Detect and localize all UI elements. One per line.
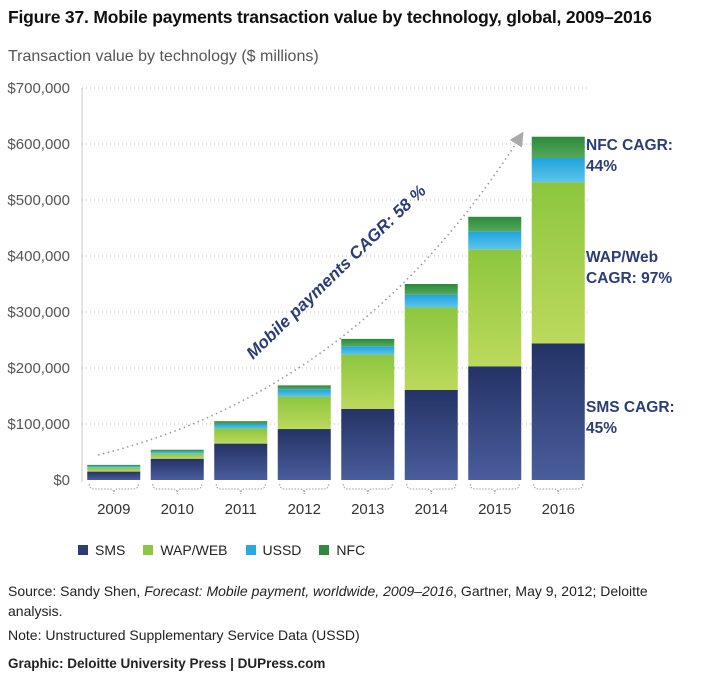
x-bracket (533, 483, 584, 495)
bar-wapweb-2012 (277, 396, 331, 430)
x-bracket (342, 483, 393, 495)
bar-sms-2009 (87, 471, 141, 480)
bar-wapweb-2015 (468, 249, 522, 367)
bar-sms-2016 (531, 343, 585, 480)
bar-ussd-2016 (531, 158, 585, 183)
x-tick-label: 2014 (415, 501, 448, 518)
x-tick-label: 2012 (288, 501, 321, 518)
x-bracket (469, 483, 520, 495)
bar-wapweb-2010 (150, 453, 204, 459)
x-bracket (406, 483, 457, 495)
x-tick-label: 2009 (97, 501, 130, 518)
ussd-note: Note: Unstructured Supplementary Service… (8, 627, 360, 643)
x-tick-label: 2016 (542, 501, 575, 518)
y-tick-label: $200,000 (7, 360, 70, 377)
bar-sms-2014 (404, 389, 458, 480)
legend-item: SMS (78, 542, 125, 558)
bar-wapweb-2011 (214, 428, 268, 444)
x-tick-label: 2013 (351, 501, 384, 518)
legend: SMS WAP/WEB USSD NFC (78, 542, 365, 558)
y-tick-label: $400,000 (7, 248, 70, 265)
bar-wapweb-2014 (404, 307, 458, 390)
bar-nfc-2014 (404, 284, 458, 295)
legend-label: WAP/WEB (160, 542, 228, 558)
x-bracket (152, 483, 203, 495)
bar-ussd-2010 (150, 451, 204, 454)
bar-ussd-2011 (214, 424, 268, 429)
nfc-cagr-label: NFC CAGR: (586, 137, 673, 154)
bar-nfc-2012 (277, 385, 331, 390)
bar-sms-2013 (341, 408, 395, 480)
stacked-bar-chart: $0 $100,000 $200,000 $300,000 $400,000 $500,0… (7, 80, 675, 518)
legend-swatch (245, 545, 256, 555)
y-tick-label: $600,000 (7, 136, 70, 153)
legend-swatch (78, 545, 88, 555)
bar-sms-2010 (150, 458, 204, 480)
bar-wapweb-2009 (87, 467, 141, 472)
y-tick-label: $300,000 (7, 304, 70, 321)
trend-annotation: Mobile payments CAGR: 58 % (243, 181, 430, 363)
bar-nfc-2009 (87, 464, 141, 466)
x-tick-label: 2015 (478, 501, 511, 518)
bar-sms-2012 (277, 429, 331, 480)
x-tick-label: 2011 (225, 501, 257, 518)
chart-subtitle: Transaction value by technology ($ milli… (8, 48, 319, 65)
source-suffix: , Gartner, May 9, 2012; Deloitte analysi… (8, 583, 648, 619)
bar-nfc-2015 (468, 216, 522, 232)
sms-cagr-label: 45% (586, 420, 617, 437)
source-note: Source: Sandy Shen, Forecast: Mobile pay… (8, 581, 698, 621)
bar-ussd-2009 (87, 466, 141, 468)
legend-swatch (319, 545, 330, 555)
x-bracket (88, 483, 139, 495)
y-tick-label: $500,000 (7, 192, 70, 209)
legend-label: SMS (95, 542, 126, 558)
figure-title: Figure 37. Mobile payments transaction v… (8, 7, 652, 27)
y-tick-label: $100,000 (7, 416, 70, 433)
legend-swatch (143, 545, 154, 555)
legend-item: WAP/WEB (143, 542, 228, 558)
source-title: Forecast: Mobile payment, worldwide, 200… (144, 583, 454, 599)
bar-ussd-2013 (341, 346, 395, 355)
bar-ussd-2014 (404, 294, 458, 308)
bar-nfc-2016 (531, 136, 585, 158)
wap-cagr-label: WAP/Web (586, 249, 658, 266)
y-tick-label: $700,000 (7, 80, 70, 97)
nfc-cagr-label: 44% (586, 158, 617, 175)
source-prefix: Source: Sandy Shen, (8, 583, 145, 599)
y-axis: $0 $100,000 $200,000 $300,000 $400,000 $500,0… (7, 80, 83, 489)
bar-sms-2015 (468, 366, 522, 480)
sms-cagr-label: SMS CAGR: (586, 399, 675, 416)
x-bracket (279, 483, 330, 495)
gridlines (82, 87, 590, 425)
bar-ussd-2015 (468, 231, 522, 250)
x-tick-label: 2010 (161, 501, 194, 518)
bar-sms-2011 (214, 443, 268, 480)
y-tick-label: $0 (53, 472, 70, 489)
bar-nfc-2010 (150, 449, 204, 452)
legend-label: NFC (336, 542, 366, 558)
bar-wapweb-2016 (531, 182, 585, 344)
wap-cagr-label: CAGR: 97% (586, 270, 672, 287)
bar-ussd-2012 (277, 389, 331, 397)
x-bracket (215, 483, 266, 495)
bar-nfc-2011 (214, 421, 268, 424)
bars: 2009 2010 2011 2012 2013 2014 2015 2016 (87, 136, 585, 518)
bar-nfc-2013 (341, 338, 395, 347)
legend-item: USSD (245, 542, 302, 558)
legend-label: USSD (262, 542, 302, 558)
bar-wapweb-2013 (341, 354, 395, 409)
graphic-credit: Graphic: Deloitte University Press | DUP… (8, 656, 326, 671)
legend-item: NFC (319, 542, 365, 558)
